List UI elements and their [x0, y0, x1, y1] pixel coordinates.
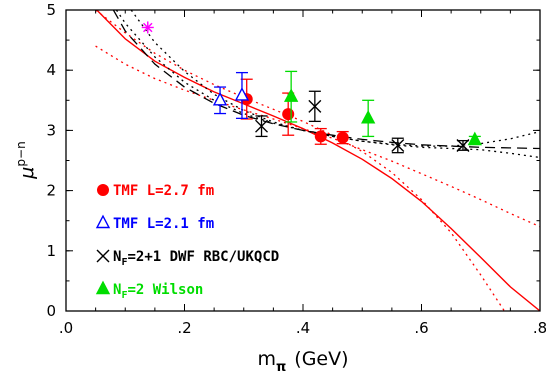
marker-filled-circle: [314, 130, 327, 143]
y-tick-label: 1: [46, 242, 56, 260]
marker-open-triangle: [234, 87, 250, 101]
marker-open-triangle: [212, 91, 228, 106]
legend-label: TMF L=2.7 fm: [113, 183, 214, 199]
x-axis-title-sub: π: [276, 360, 286, 375]
marker-cross-b: [308, 99, 322, 113]
marker-star-ray: [143, 22, 153, 33]
marker-cross-b: [456, 138, 470, 152]
y-tick-label: 3: [46, 121, 56, 139]
y-tick-label: 2: [46, 182, 56, 200]
marker-cross-b: [391, 138, 405, 152]
marker-filled-triangle: [361, 109, 376, 124]
legend-label: NF=2 Wilson: [113, 282, 203, 301]
fit-curve-solid: [95, 10, 540, 311]
marker-filled-circle: [282, 108, 295, 121]
fit-curves: [95, 10, 540, 311]
legend-label-post: =2+1 DWF RBC/UKQCD: [127, 249, 279, 265]
x-axis-title-main: m: [257, 348, 276, 370]
fit-curve-dotted: [95, 10, 505, 311]
legend-label-pre: N: [113, 249, 121, 265]
x-tick-label: .4: [296, 319, 310, 337]
fit-curve-dashed: [112, 10, 540, 150]
x-tick-label: .8: [533, 319, 546, 337]
marker-filled-triangle: [95, 280, 111, 295]
y-tick-label: 4: [46, 61, 56, 79]
marker-open-triangle: [95, 214, 111, 229]
legend-label-pre: N: [113, 282, 121, 298]
marker-filled-circle: [97, 184, 109, 196]
marker-filled-circle: [336, 131, 349, 144]
x-axis-title-unit: (GeV): [294, 348, 348, 370]
legend-label: TMF L=2.1 fm: [113, 216, 214, 232]
plot-frame: [65, 9, 541, 312]
legend-label: NF=2+1 DWF RBC/UKQCD: [113, 249, 279, 268]
marker-filled-triangle: [283, 88, 299, 102]
marker-cross-b: [255, 119, 269, 133]
legend-label-sub: F: [121, 257, 127, 268]
x-tick-label: .0: [59, 319, 73, 337]
y-axis-title-main: μ: [16, 167, 38, 180]
fit-curve-dotted: [130, 10, 540, 159]
data-points: [141, 21, 482, 154]
legend-label-post: =2 Wilson: [127, 282, 203, 298]
fit-curve-dotted: [115, 10, 540, 147]
marker-cross-b: [96, 249, 110, 263]
y-axis-title: μp−n: [14, 141, 38, 179]
axis-ticks: .0 .2 .4 .6 .8 0 1 2 3 4 5: [46, 1, 546, 337]
legend-label-sub: F: [121, 290, 127, 301]
marker-filled-triangle: [467, 131, 482, 146]
x-tick-label: .2: [177, 319, 191, 337]
x-axis-title: mπ (GeV): [257, 348, 348, 375]
y-tick-label: 5: [46, 1, 56, 19]
x-tick-label: .6: [414, 319, 428, 337]
y-tick-label: 0: [46, 302, 56, 320]
y-axis-title-sup: p−n: [14, 141, 28, 166]
